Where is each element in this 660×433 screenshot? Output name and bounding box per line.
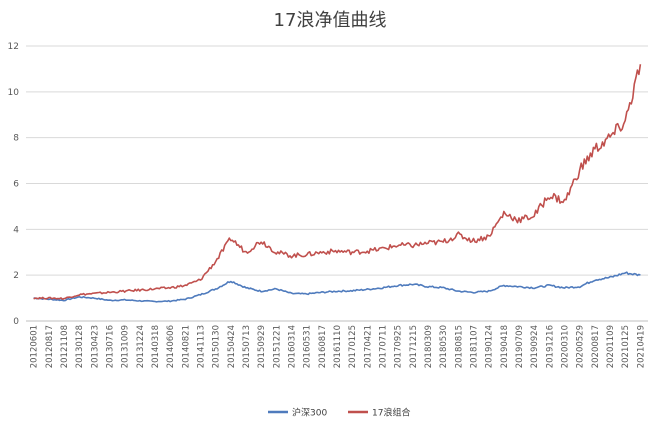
- y-tick-label: 6: [13, 180, 19, 190]
- x-tick-label: 20131224: [136, 325, 146, 368]
- x-tick-label: 20140821: [181, 325, 191, 368]
- legend: 沪深300 17浪组合: [268, 407, 410, 419]
- x-tick-label: 20210419: [636, 325, 646, 368]
- x-tick-label: 20161110: [333, 325, 343, 368]
- x-tick-label: 20191216: [545, 325, 555, 368]
- x-tick-label: 20180309: [424, 325, 434, 368]
- x-tick-label: 20170925: [394, 325, 404, 368]
- x-tick-label: 20190924: [530, 325, 540, 368]
- x-tick-label: 20170125: [348, 325, 358, 368]
- x-tick-label: 20210125: [621, 325, 631, 368]
- x-tick-label: 20150929: [257, 325, 267, 368]
- legend-label: 17浪组合: [372, 407, 410, 419]
- x-tick-label: 20190418: [500, 325, 510, 368]
- x-tick-label: 20150713: [242, 325, 252, 368]
- x-tick-label: 20190124: [485, 325, 495, 368]
- x-tick-label: 20141113: [196, 325, 206, 368]
- y-tick-label: 2: [13, 271, 19, 281]
- y-tick-label: 0: [13, 317, 19, 327]
- x-tick-label: 20170421: [363, 325, 373, 368]
- y-tick-label: 12: [8, 42, 19, 52]
- x-tick-label: 20130128: [75, 325, 85, 368]
- x-tick-label: 20200529: [576, 325, 586, 368]
- x-tick-label: 20121108: [60, 325, 70, 368]
- x-tick-label: 20140606: [166, 325, 176, 368]
- x-tick-label: 20200310: [561, 325, 571, 368]
- x-tick-label: 20151221: [272, 325, 282, 368]
- x-tick-label: 20130716: [105, 325, 115, 368]
- x-tick-label: 20200817: [591, 325, 601, 368]
- grid-lines: [26, 45, 648, 322]
- x-tick-label: 20150130: [212, 325, 222, 368]
- y-tick-label: 8: [13, 134, 19, 144]
- legend-label: 沪深300: [292, 407, 327, 419]
- series-line-1: [33, 64, 642, 301]
- y-tick-label: 10: [8, 88, 20, 98]
- x-tick-label: 20170711: [379, 325, 389, 368]
- series-line-0: [33, 271, 641, 303]
- x-tick-label: 20201109: [606, 325, 616, 368]
- x-tick-label: 20160531: [303, 325, 313, 368]
- y-axis-ticks: 0 2 4 6 8 10 12: [8, 42, 20, 327]
- series-lines: [33, 64, 642, 303]
- x-tick-label: 20131009: [121, 325, 131, 368]
- x-tick-label: 20181107: [470, 325, 480, 368]
- x-tick-label: 20120601: [30, 325, 40, 368]
- x-tick-label: 20180530: [439, 325, 449, 368]
- x-tick-label: 20140318: [151, 325, 161, 368]
- x-tick-label: 20120817: [45, 325, 55, 368]
- x-tick-label: 20160314: [287, 325, 297, 368]
- y-tick-label: 4: [13, 225, 19, 235]
- x-tick-label: 20171215: [409, 325, 419, 368]
- x-tick-label: 20190709: [515, 325, 525, 368]
- x-tick-label: 20130423: [90, 325, 100, 368]
- chart-title: 17浪净值曲线: [274, 10, 387, 31]
- x-tick-label: 20160817: [318, 325, 328, 368]
- x-tick-label: 20150424: [227, 325, 237, 368]
- x-axis-ticks: 20120601 20120817 20121108 20130128 20130423…: [30, 325, 647, 368]
- x-tick-label: 20180815: [454, 325, 464, 368]
